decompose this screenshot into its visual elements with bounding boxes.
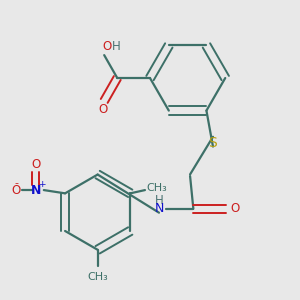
Text: CH₃: CH₃ bbox=[146, 183, 167, 194]
Text: O: O bbox=[31, 158, 40, 171]
Text: N: N bbox=[30, 184, 41, 196]
Text: H: H bbox=[154, 194, 164, 207]
Text: +: + bbox=[38, 180, 45, 189]
Text: -: - bbox=[14, 178, 18, 188]
Text: CH₃: CH₃ bbox=[87, 272, 108, 282]
Text: S: S bbox=[208, 136, 217, 150]
Text: O: O bbox=[98, 103, 107, 116]
Text: H: H bbox=[112, 40, 120, 53]
Text: N: N bbox=[154, 202, 164, 215]
Text: O: O bbox=[102, 40, 111, 53]
Text: O: O bbox=[231, 202, 240, 215]
Text: O: O bbox=[11, 184, 21, 196]
